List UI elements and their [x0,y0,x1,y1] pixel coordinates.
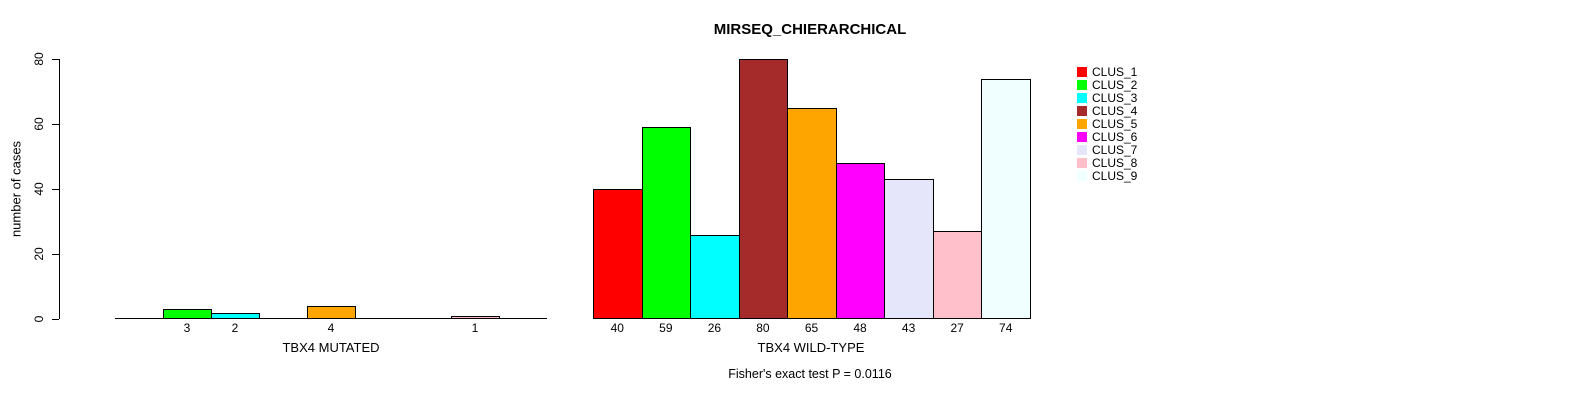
legend-swatch [1077,119,1087,129]
legend-label: CLUS_8 [1092,155,1138,170]
legend-swatch [1077,170,1087,181]
legend-swatch [1077,157,1087,168]
fisher-test-annotation: Fisher's exact test P = 0.0116 [728,367,892,381]
y-tick-label: 80 [32,52,46,66]
legend-label: CLUS_6 [1092,129,1138,144]
legend-item-clus_2: CLUS_2 [1077,79,1137,92]
y-tick-label: 0 [32,315,46,323]
bar-group-tbx4-mutated: 3 2 4 1 [115,59,547,335]
x-axis-label-tbx4-mutated: TBX4 MUTATED [282,340,380,355]
bar-value-label: 80 [756,321,770,335]
y-tick [52,123,59,125]
bar-value-label: 40 [610,321,624,335]
bar-clus_8 [932,231,983,319]
legend-item-clus_3: CLUS_3 [1077,92,1137,105]
legend-label: CLUS_9 [1092,168,1138,183]
bar-value-label: 1 [471,321,479,335]
legend-label: CLUS_4 [1092,104,1138,119]
y-tick [52,318,59,320]
legend-item-clus_6: CLUS_6 [1077,130,1137,143]
bar-clus_5 [787,107,837,319]
bar-value-label: 59 [659,321,673,335]
y-tick-label: 40 [32,182,46,196]
bar-value-label: 26 [707,321,722,335]
legend-item-clus_1: CLUS_1 [1077,66,1137,79]
bar-clus_5 [307,306,356,319]
bar-clus_9 [981,78,1031,319]
y-tick [52,58,59,60]
y-tick [52,188,59,190]
legend-label: CLUS_5 [1092,117,1138,131]
legend-item-clus_4: CLUS_4 [1077,105,1137,118]
bar-clus_8 [451,315,500,319]
legend-item-clus_5: CLUS_5 [1077,118,1137,131]
bar-clus_4 [738,59,789,319]
legend-label: CLUS_3 [1092,91,1138,106]
y-tick-label: 60 [32,117,46,131]
legend-item-clus_7: CLUS_7 [1077,143,1137,156]
bar-value-label: 43 [901,321,916,335]
bar-group-tbx4-wild-type: 40 59 26 80 65 48 43 27 74 [593,59,1031,335]
x-axis-label-tbx4-wild-type: TBX4 WILD-TYPE [757,340,865,355]
bar-clus_1 [593,189,643,319]
legend: CLUS_1 CLUS_2 CLUS_3 CLUS_4 CLUS_5 CLUS_6 CLUS… [1077,66,1137,182]
legend-swatch [1077,106,1087,117]
bar-clus_2 [163,309,212,319]
bar-value-label: 74 [999,321,1013,335]
y-axis: 0 20 40 60 80 [32,52,60,322]
bar-value-label: 3 [183,321,191,335]
bar-clus_2 [641,127,692,319]
y-tick [52,253,59,255]
legend-swatch [1077,93,1087,104]
bar-value-label: 48 [853,321,867,335]
bar-value-label: 65 [804,321,819,335]
legend-swatch [1077,80,1087,91]
legend-label: CLUS_7 [1092,142,1138,157]
y-tick-label: 20 [32,247,46,261]
legend-label: CLUS_2 [1092,78,1138,93]
bar-clus_3 [211,312,260,319]
bar-value-label: 27 [950,321,964,335]
bar-value-label: 4 [327,321,335,335]
bar-clus_3 [690,234,740,319]
bar-clus_7 [884,179,934,319]
bar-value-label: 2 [231,321,239,335]
legend-swatch [1077,131,1087,142]
chart-title: MIRSEQ_CHIERARCHICAL [713,21,907,38]
legend-label: CLUS_1 [1092,65,1138,80]
legend-swatch [1077,144,1087,155]
y-axis-label: number of cases [8,140,24,238]
legend-item-clus_8: CLUS_8 [1077,156,1137,169]
legend-item-clus_9: CLUS_9 [1077,169,1137,182]
bar-clus_6 [835,163,886,319]
legend-swatch [1077,67,1087,78]
y-axis-line [59,59,60,319]
